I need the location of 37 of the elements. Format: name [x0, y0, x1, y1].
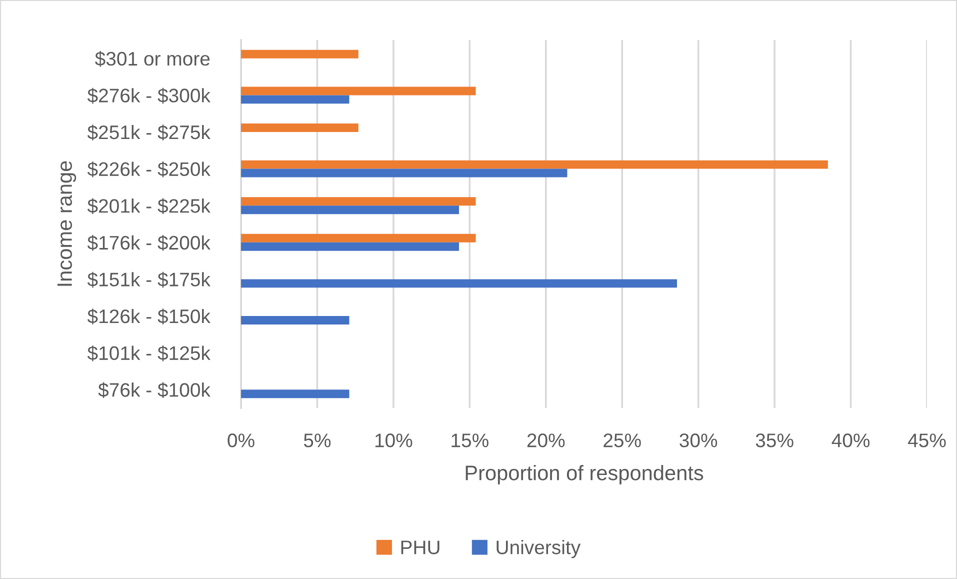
bar: [241, 242, 459, 251]
y-axis-title: Income range: [57, 161, 76, 286]
bar: [241, 168, 568, 178]
x-tick-label: 25%: [604, 434, 641, 448]
y-tick-label: $101k - $125k: [87, 345, 210, 362]
y-tick-label: $201k - $225k: [87, 198, 210, 214]
x-tick-label: 5%: [304, 434, 331, 448]
bar: [241, 316, 350, 324]
x-tick-label: 10%: [375, 434, 412, 448]
bar: [241, 206, 459, 214]
bar: [241, 197, 476, 206]
x-tick-label: 45%: [908, 434, 946, 448]
y-tick-label: $176k - $200k: [87, 235, 210, 251]
legend-label: University: [496, 540, 581, 558]
y-tick-label: $276k - $300k: [87, 88, 210, 104]
y-tick-label: $301 or more: [95, 51, 210, 67]
bar: [241, 234, 476, 242]
x-tick-label: 30%: [680, 434, 718, 448]
legend-label: PHU: [401, 540, 440, 554]
x-tick-label: 15%: [452, 434, 488, 448]
bar: [241, 95, 350, 104]
y-tick-label: $251k - $275k: [87, 124, 210, 140]
y-tick-label: $226k - $250k: [87, 161, 210, 178]
bar: [241, 390, 350, 398]
bar: [241, 160, 828, 169]
bar: [241, 279, 677, 288]
bar: [241, 124, 358, 132]
x-axis-title: Proportion of respondents: [466, 465, 704, 484]
y-tick-label: $76k - $100k: [98, 382, 210, 398]
bar: [241, 50, 358, 58]
x-tick-label: 0%: [228, 434, 254, 448]
bar: [241, 86, 476, 96]
x-tick-label: 20%: [527, 434, 565, 448]
x-tick-label: 40%: [832, 434, 870, 448]
x-tick-label: 35%: [756, 434, 794, 448]
y-tick-label: $126k - $150k: [87, 308, 210, 324]
y-tick-label: $151k - $175k: [87, 272, 210, 288]
